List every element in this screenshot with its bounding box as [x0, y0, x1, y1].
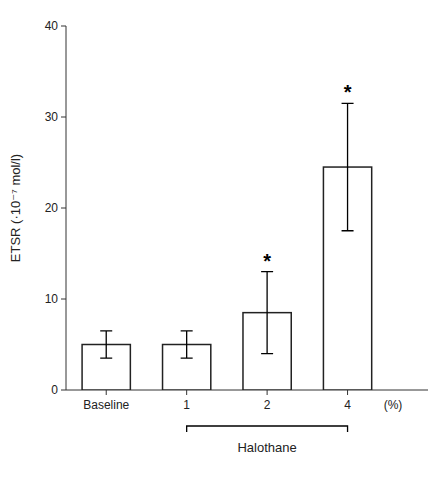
y-tick-label: 40 — [45, 19, 59, 33]
x-axis: Baseline 1 2 4 — [66, 390, 428, 412]
y-tick-label: 10 — [45, 292, 59, 306]
x-tick — [106, 390, 107, 395]
x-tick-label: Baseline — [83, 398, 129, 412]
y-tick — [61, 208, 66, 209]
y-axis-label: ETSR (·10⁻⁷ mol/l) — [8, 154, 23, 262]
y-axis: 0 10 20 30 40 — [45, 19, 66, 397]
y-tick-label: 20 — [45, 201, 59, 215]
significance-marker: * — [263, 250, 271, 272]
y-tick — [61, 117, 66, 118]
error-bar — [181, 331, 193, 358]
y-tick-label: 0 — [51, 383, 58, 397]
x-axis-label: (%) — [384, 398, 403, 412]
y-tick — [61, 299, 66, 300]
error-bar — [261, 272, 273, 354]
error-bar — [100, 331, 112, 358]
x-tick — [186, 390, 187, 395]
x-tick-label: 4 — [344, 398, 351, 412]
y-tick — [61, 390, 66, 391]
bracket-label: Halothane — [237, 440, 296, 455]
chart: 0 10 20 30 40 ETSR (·10⁻⁷ mol/l) Baseline 1 2 4 (%… — [0, 0, 444, 486]
y-tick-label: 30 — [45, 110, 59, 124]
x-tick — [347, 390, 348, 395]
y-tick — [61, 26, 66, 27]
plot-area — [82, 103, 372, 390]
x-tick-label: 1 — [183, 398, 190, 412]
x-tick — [267, 390, 268, 395]
bracket — [187, 426, 348, 432]
x-tick-label: 2 — [264, 398, 271, 412]
error-bar — [342, 103, 354, 230]
significance-marker: * — [344, 81, 352, 103]
